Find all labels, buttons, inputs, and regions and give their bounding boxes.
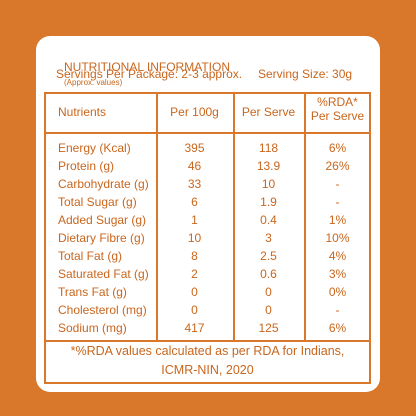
table-cell: Cholesterol (mg) bbox=[58, 303, 147, 317]
table-cell: 1.9 bbox=[260, 195, 277, 209]
title: NUTRITIONAL INFORMATION bbox=[64, 60, 230, 74]
table-cell: 46 bbox=[187, 159, 202, 173]
table-cell: Protein (g) bbox=[58, 159, 115, 173]
table-cell: Dietary Fibre (g) bbox=[58, 231, 145, 245]
table-cell: Trans Fat (g) bbox=[58, 285, 127, 299]
header-cell: %RDA* Per Serve bbox=[310, 95, 365, 123]
column-rule bbox=[156, 94, 158, 342]
header-rule bbox=[46, 132, 369, 134]
table-cell: 0 bbox=[191, 285, 198, 299]
footnote: ICMR-NIN, 2020 bbox=[161, 363, 254, 377]
table-cell: Total Sugar (g) bbox=[58, 195, 137, 209]
title-line: NUTRITIONAL INFORMATION (Approx. values) bbox=[64, 46, 230, 88]
table-cell: 2 bbox=[191, 267, 198, 281]
table-cell: 0.4 bbox=[260, 213, 277, 227]
table-cell: 3 bbox=[265, 231, 272, 245]
table-cell: - bbox=[335, 195, 340, 209]
table: Nutrients Per 100g Per Serve %RDA* Per Serv… bbox=[44, 92, 371, 384]
table-cell: 1 bbox=[191, 213, 198, 227]
title-note: (Approx. values) bbox=[64, 78, 123, 87]
table-cell: 395 bbox=[184, 141, 205, 155]
table-cell: Energy (Kcal) bbox=[58, 141, 131, 155]
table-cell: 10 bbox=[187, 231, 202, 245]
table-cell: 125 bbox=[258, 321, 279, 335]
table-cell: 0 bbox=[191, 303, 198, 317]
header-cell: Per 100g bbox=[170, 105, 219, 119]
table-cell: Carbohydrate (g) bbox=[58, 177, 149, 191]
serving-size: Serving Size: 30g bbox=[258, 67, 353, 81]
table-cell: 0.6 bbox=[260, 267, 277, 281]
table-cell: Added Sugar (g) bbox=[58, 213, 147, 227]
table-cell: 1% bbox=[328, 213, 347, 227]
table-cell: 10% bbox=[325, 231, 350, 245]
table-cell: 2.5 bbox=[260, 249, 277, 263]
table-cell: 26% bbox=[325, 159, 350, 173]
header-cell: Nutrients bbox=[58, 105, 107, 119]
table-cell: 8 bbox=[191, 249, 198, 263]
table-cell: 10 bbox=[261, 177, 276, 191]
table-cell: 6% bbox=[328, 321, 347, 335]
table-cell: 0 bbox=[265, 303, 272, 317]
table-cell: 13.9 bbox=[256, 159, 281, 173]
table-cell: 0% bbox=[328, 285, 347, 299]
table-cell: 118 bbox=[258, 141, 279, 155]
column-rule bbox=[233, 94, 235, 342]
table-cell: 6 bbox=[191, 195, 198, 209]
table-cell: Sodium (mg) bbox=[58, 321, 127, 335]
table-cell: 417 bbox=[184, 321, 205, 335]
table-cell: - bbox=[335, 177, 340, 191]
table-cell: 0 bbox=[265, 285, 272, 299]
table-cell: 33 bbox=[187, 177, 202, 191]
column-rule bbox=[304, 94, 306, 342]
table-cell: Saturated Fat (g) bbox=[58, 267, 149, 281]
table-cell: 4% bbox=[328, 249, 347, 263]
footnote: *%RDA values calculated as per RDA for I… bbox=[70, 344, 345, 358]
servings: Servings Per Package: 2-3 approx. bbox=[56, 67, 243, 81]
card: NUTRITIONAL INFORMATION (Approx. values)… bbox=[36, 36, 380, 392]
table-cell: - bbox=[335, 303, 340, 317]
footer-rule bbox=[46, 340, 369, 342]
table-cell: Total Fat (g) bbox=[58, 249, 123, 263]
header-cell: Per Serve bbox=[241, 105, 296, 119]
table-cell: 6% bbox=[328, 141, 347, 155]
table-cell: 3% bbox=[328, 267, 347, 281]
